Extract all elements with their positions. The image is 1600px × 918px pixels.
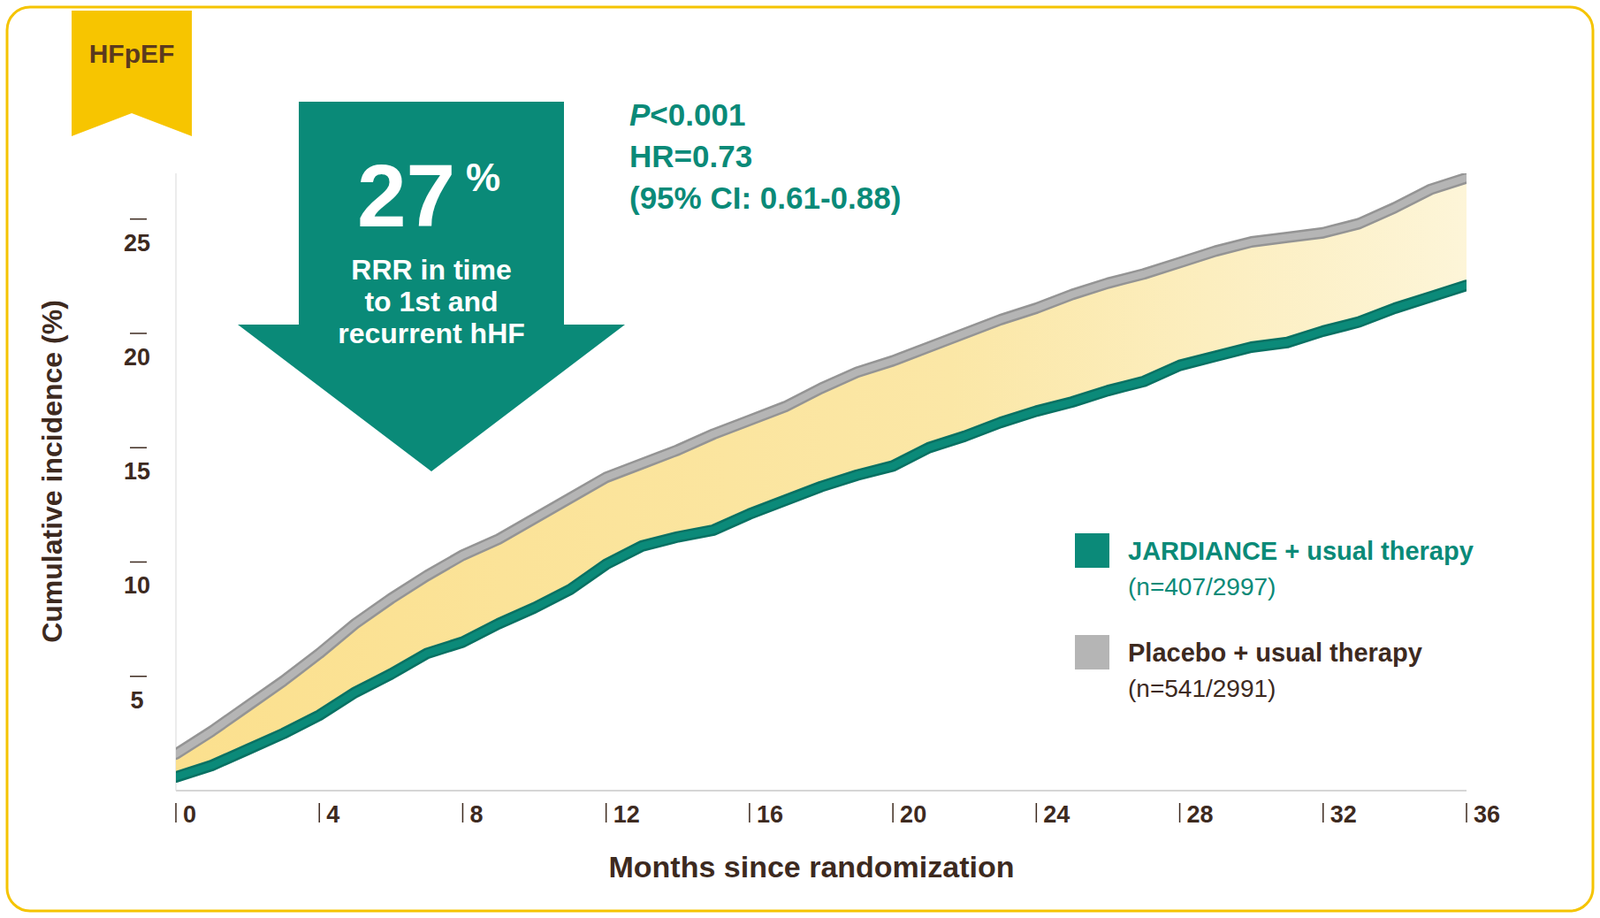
y-tick-label: 25 [123,229,151,257]
x-tick-label: 32 [1330,800,1357,828]
x-tick-label: 4 [326,800,340,828]
callout-line: to 1st and [364,285,498,318]
legend-label: JARDIANCE + usual therapy [1127,536,1474,565]
y-tick-label: 5 [129,686,144,714]
x-tick-label: 20 [899,800,927,828]
stat-rest: <0.001 [649,97,746,132]
stat-annotation: P<0.001 [629,97,746,132]
stat-italic: P [629,97,651,132]
y-tick [129,561,147,564]
x-tick-label: 0 [182,800,197,828]
callout-arrow [237,101,625,472]
badge-text: HFpEF [89,38,176,69]
x-tick-label: 28 [1187,800,1214,828]
x-tick-label: 8 [469,800,483,828]
y-tick [129,446,147,449]
legend-sublabel: (n=407/2997) [1127,572,1276,601]
x-tick [1036,802,1038,823]
x-tick [318,802,320,823]
y-tick [129,218,147,221]
legend-sublabel: (n=541/2991) [1127,674,1276,702]
y-axis-title: Cumulative incidence (%) [36,299,69,643]
x-axis-title: Months since randomization [608,849,1014,884]
legend-swatch [1074,634,1110,670]
x-tick [891,802,894,823]
x-tick [1322,802,1325,823]
x-tick [748,802,751,823]
line-outline [175,177,1467,754]
stat-annotation: HR=0.73 [629,138,753,174]
y-tick-label: 10 [123,571,151,599]
callout-line: RRR in time [350,253,511,286]
x-axis-line [175,789,1467,792]
y-tick-label: 20 [123,343,151,371]
x-tick-label: 12 [613,800,640,828]
x-tick [605,802,608,823]
gap-fill [175,177,1467,777]
y-tick [129,332,147,335]
legend-label: Placebo + usual therapy [1127,638,1423,667]
x-tick-label: 36 [1473,800,1501,828]
legend-swatch [1074,533,1110,568]
callout-unit: % [465,155,501,199]
callout-line: recurrent hHF [337,317,526,350]
series-line [175,177,1467,754]
badge-ribbon [71,10,192,137]
plot-area [175,177,1467,777]
stat-annotation: (95% CI: 0.61-0.88) [629,180,901,215]
frame [7,7,1593,911]
callout-value: 27 [357,145,456,245]
x-tick-label: 24 [1043,800,1070,828]
chart: HFpEF 5 10 15 20 25 0 4 8 12 16 20 24 28 32 36 Months si… [0,0,1600,918]
x-tick [1465,802,1468,823]
y-tick [129,675,147,678]
y-tick-label: 15 [123,457,151,485]
x-tick [1179,802,1181,823]
x-tick-label: 16 [756,800,784,828]
x-tick [462,802,465,823]
x-tick [175,802,177,823]
y-axis-line [175,173,176,791]
